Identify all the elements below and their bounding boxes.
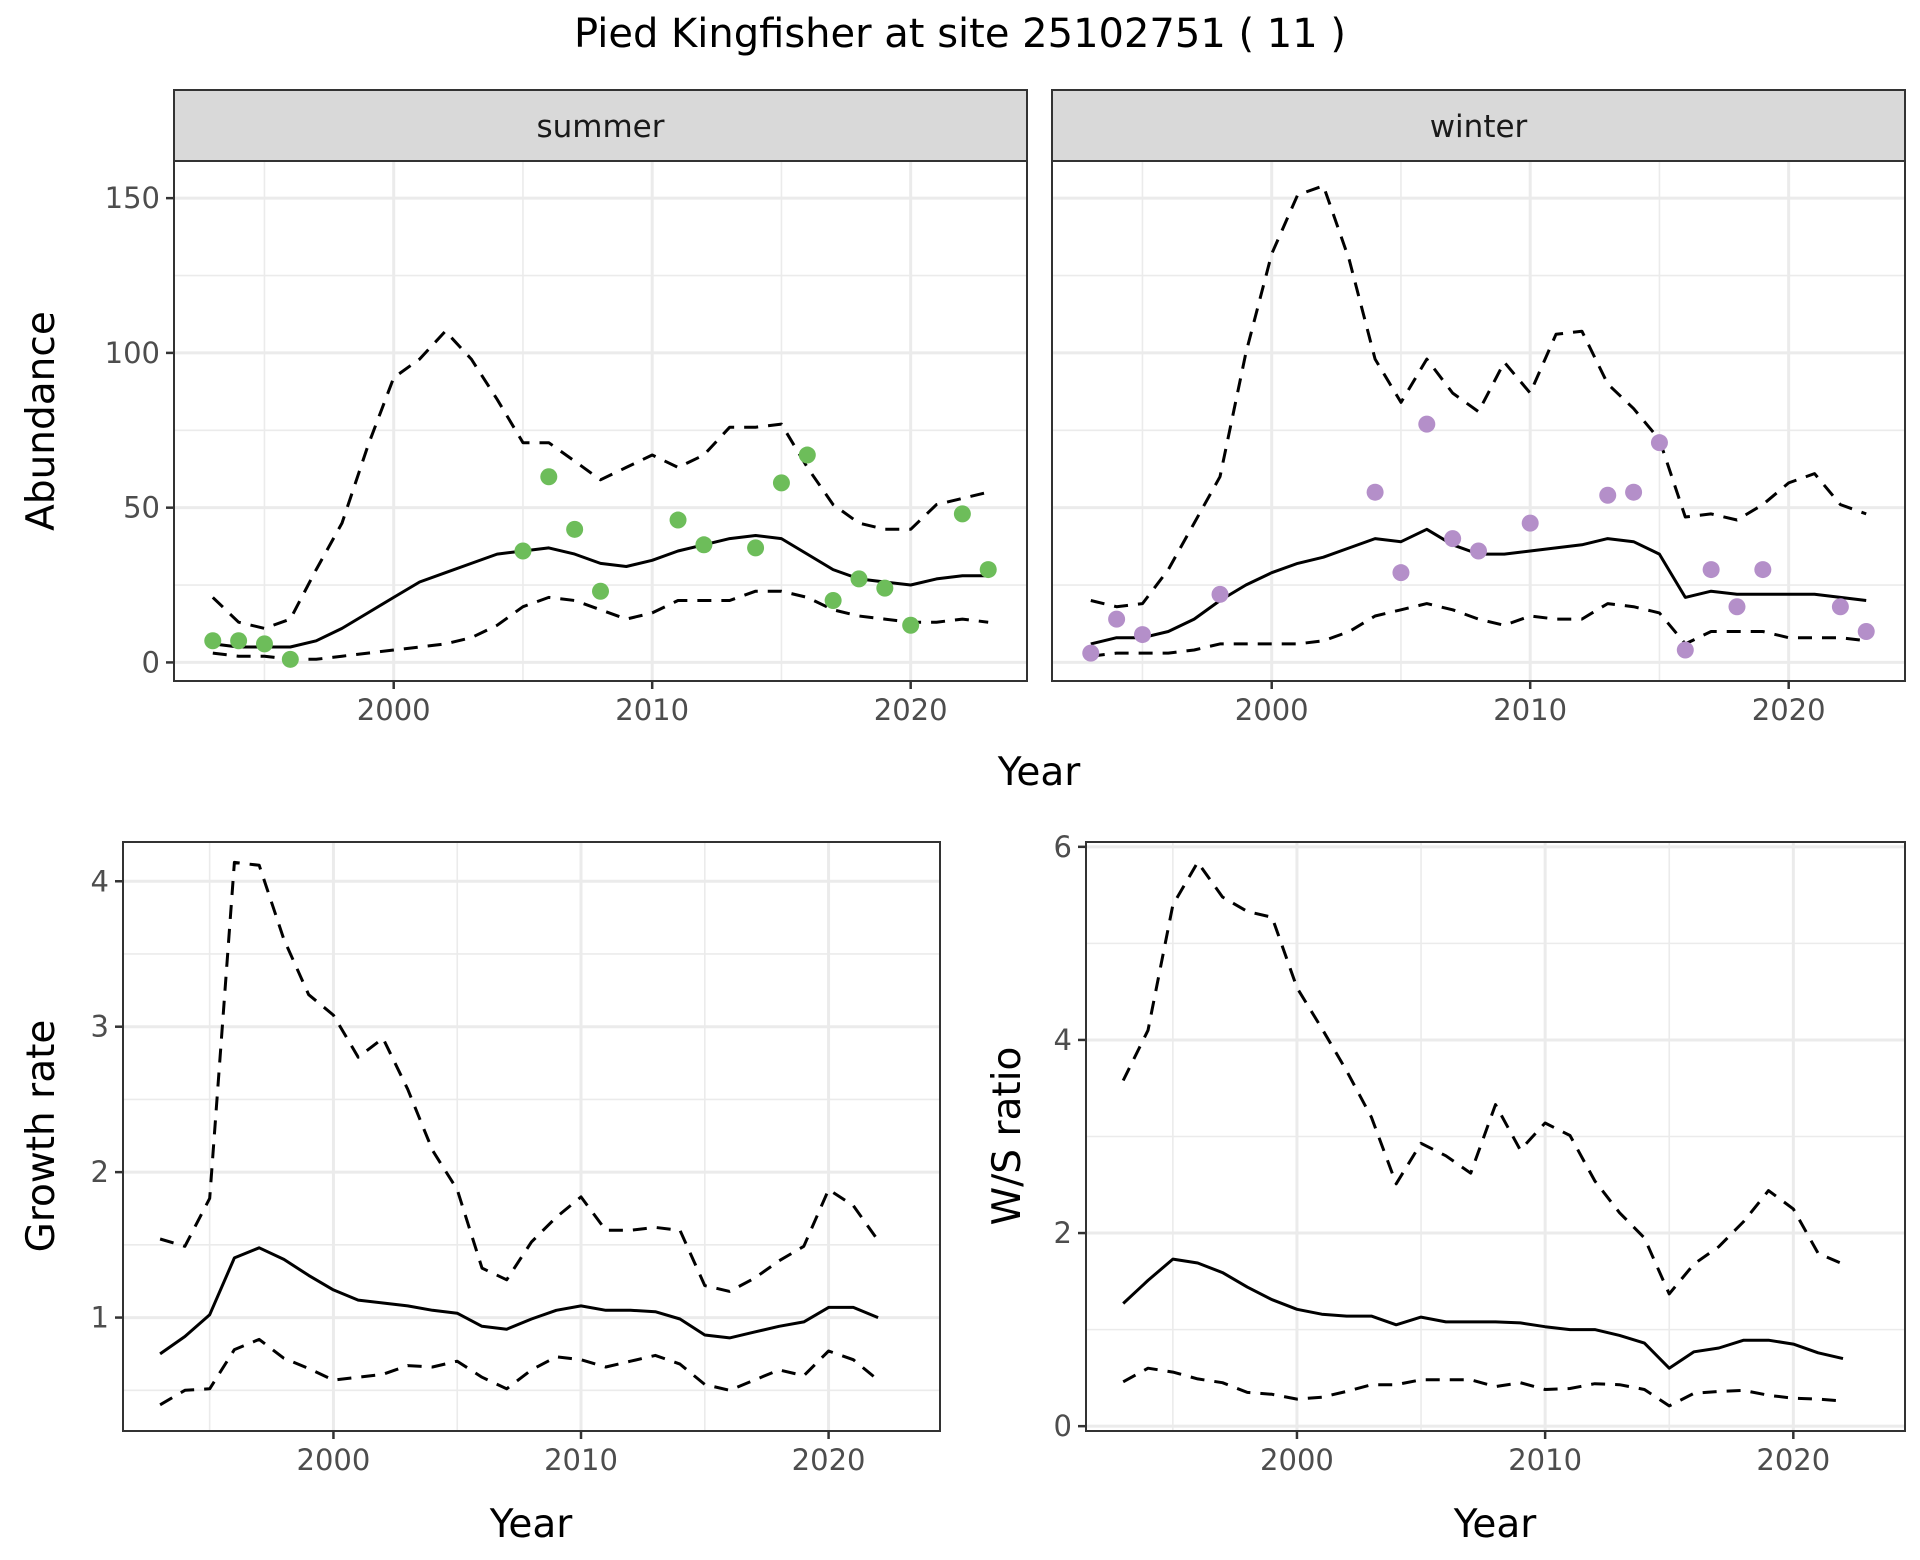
- data-point: [540, 468, 558, 486]
- data-point: [204, 632, 222, 650]
- panel-background: [1052, 161, 1905, 681]
- y-axis-title: Growth rate: [19, 1020, 64, 1253]
- series-line-lower: [159, 1337, 880, 1407]
- panel-border: [1085, 841, 1906, 1432]
- panel-background: [123, 842, 940, 1431]
- data-point: [1521, 514, 1539, 532]
- series-line-upper: [1121, 860, 1844, 1296]
- data-point: [1754, 561, 1772, 579]
- data-point: [592, 582, 609, 600]
- series-line-upper: [211, 329, 989, 630]
- panel-border: [173, 160, 1028, 682]
- panel-background: [174, 161, 1027, 681]
- x-axis-title: Year: [489, 1502, 574, 1547]
- facet-strip-summer: [173, 89, 1028, 162]
- series-line-lower: [212, 589, 989, 661]
- series-line-median: [1122, 1257, 1844, 1370]
- y-axis-title: W/S ratio: [985, 1047, 1030, 1226]
- data-point: [902, 616, 920, 634]
- growth-rate-panel: 2000 2010 2020 1 2 3 4: [91, 841, 941, 1477]
- y-tick-label: 1: [91, 1301, 109, 1335]
- y-tick-label: 4: [1054, 1023, 1072, 1057]
- series-line-upper: [159, 860, 880, 1293]
- x-tick-label: 2000: [1235, 693, 1309, 727]
- x-axis-title: Year: [1453, 1502, 1538, 1547]
- y-tick-label: 2: [1054, 1216, 1072, 1250]
- y-tick-label: 4: [91, 864, 109, 898]
- x-tick-label: 2010: [615, 693, 689, 727]
- data-point: [772, 474, 790, 492]
- data-point: [798, 446, 816, 464]
- data-point: [669, 511, 687, 529]
- x-tick-label: 2000: [357, 693, 431, 727]
- data-point: [566, 520, 584, 538]
- data-point: [1857, 622, 1875, 640]
- x-tick-label: 2020: [1756, 1443, 1830, 1477]
- y-axis-title: Abundance: [19, 311, 64, 531]
- data-point: [1676, 641, 1694, 659]
- facet-strip-label: summer: [536, 109, 664, 145]
- facet-strip-label: winter: [1430, 109, 1528, 145]
- data-point: [824, 592, 842, 610]
- data-point: [695, 536, 713, 554]
- data-point: [850, 570, 868, 588]
- data-point: [255, 635, 273, 653]
- data-point: [1444, 530, 1462, 548]
- ws-ratio-panel: 2000 2010 2020 0 2 4 6: [1054, 830, 1906, 1477]
- x-tick-label: 2000: [1260, 1443, 1334, 1477]
- data-point: [1133, 626, 1151, 644]
- data-point: [1831, 598, 1849, 616]
- data-point: [1625, 483, 1643, 501]
- data-point: [1470, 542, 1487, 560]
- data-point: [1392, 564, 1410, 582]
- data-point: [1366, 483, 1384, 501]
- data-point: [953, 505, 971, 523]
- data-point: [747, 539, 765, 557]
- series-line-lower: [1122, 1366, 1844, 1408]
- x-tick-label: 2010: [1508, 1443, 1582, 1477]
- data-point: [1418, 415, 1436, 433]
- series-line-upper: [1090, 184, 1867, 609]
- data-point: [281, 650, 299, 668]
- y-tick-label: 0: [1054, 1409, 1072, 1443]
- y-tick-label: 100: [105, 336, 160, 370]
- data-point: [876, 579, 894, 597]
- x-tick-label: 2000: [297, 1443, 371, 1477]
- facet-panel-summer: 2000 2010 2020 0 50 100 150: [105, 160, 1028, 727]
- y-tick-label: 150: [105, 181, 160, 215]
- x-tick-label: 2010: [544, 1443, 618, 1477]
- y-tick-label: 0: [142, 645, 160, 679]
- data-point: [1728, 598, 1746, 616]
- data-point: [1650, 434, 1668, 452]
- x-tick-label: 2010: [1493, 693, 1567, 727]
- data-point: [230, 632, 248, 650]
- facet-strip-winter: [1051, 89, 1906, 162]
- x-tick-label: 2020: [874, 693, 948, 727]
- y-tick-label: 50: [123, 491, 160, 525]
- data-point: [1082, 644, 1100, 662]
- data-point: [1702, 561, 1720, 579]
- data-point: [979, 561, 997, 579]
- y-tick-label: 2: [91, 1155, 109, 1189]
- y-tick-label: 6: [1054, 830, 1072, 864]
- series-line-median: [159, 1246, 879, 1356]
- x-tick-label: 2020: [792, 1443, 866, 1477]
- panel-border: [1051, 160, 1906, 682]
- panel-border: [122, 841, 941, 1432]
- data-point: [514, 542, 532, 560]
- y-tick-label: 3: [91, 1010, 109, 1044]
- data-point: [1108, 610, 1126, 628]
- facet-panel-winter: 2000 2010 2020: [1051, 160, 1906, 727]
- data-point: [1211, 585, 1229, 603]
- series-line-lower: [1090, 602, 1867, 658]
- data-point: [1599, 486, 1617, 504]
- x-axis-title: Year: [997, 750, 1082, 795]
- figure-title: Pied Kingfisher at site 25102751 ( 11 ): [574, 11, 1346, 57]
- x-tick-label: 2020: [1752, 693, 1826, 727]
